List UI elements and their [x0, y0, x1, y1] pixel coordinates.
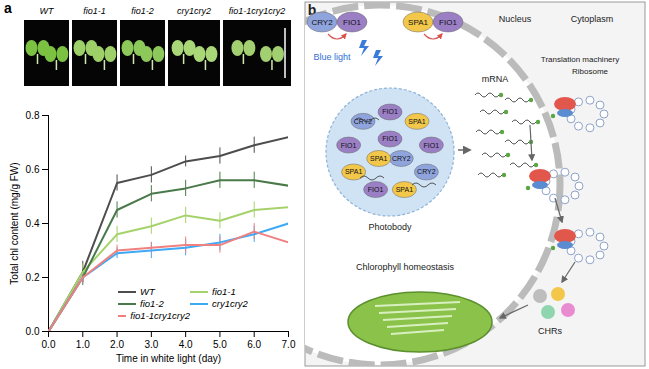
svg-text:CHRs: CHRs	[538, 326, 562, 336]
svg-text:SPA1: SPA1	[408, 18, 428, 27]
svg-text:CRY2: CRY2	[417, 168, 436, 175]
svg-text:6.0: 6.0	[247, 339, 261, 350]
svg-text:0.4: 0.4	[26, 218, 40, 229]
svg-text:SPA1: SPA1	[396, 186, 413, 193]
svg-text:Time in white light (day): Time in white light (day)	[116, 353, 221, 364]
svg-text:1.0: 1.0	[76, 339, 90, 350]
svg-text:7.0: 7.0	[282, 339, 296, 350]
svg-text:SPA1: SPA1	[370, 155, 387, 162]
html-text:fio1-1: fio1-1	[83, 6, 106, 16]
svg-text:Blue light: Blue light	[313, 52, 351, 62]
svg-text:0.6: 0.6	[26, 164, 40, 175]
svg-text:Ribosome: Ribosome	[572, 67, 609, 76]
svg-text:Photobody: Photobody	[368, 222, 412, 232]
svg-text:5.0: 5.0	[213, 339, 227, 350]
svg-text:FIO1: FIO1	[343, 18, 361, 27]
svg-text:Translation machinery: Translation machinery	[541, 55, 619, 64]
svg-text:Chlorophyll homeostasis: Chlorophyll homeostasis	[356, 262, 455, 272]
svg-text:Total chl content (mg/g FW): Total chl content (mg/g FW)	[9, 162, 20, 284]
svg-text:Nucleus: Nucleus	[499, 14, 532, 24]
svg-text:mRNA: mRNA	[482, 74, 509, 84]
html-text:fio1-2: fio1-2	[140, 298, 164, 309]
svg-text:FIO1: FIO1	[424, 142, 440, 149]
html-text:fio1-1: fio1-1	[212, 286, 236, 297]
html-text:fio1-1cry1cry2: fio1-1cry1cry2	[130, 310, 190, 321]
html-text:a: a	[4, 0, 12, 16]
svg-text:CRY2: CRY2	[392, 155, 411, 162]
svg-text:FIO1: FIO1	[368, 186, 384, 193]
svg-text:0.0: 0.0	[42, 339, 56, 350]
svg-text:b: b	[307, 2, 317, 18]
html-text:WT: WT	[140, 286, 155, 297]
html-text:WT: WT	[39, 6, 54, 16]
html-text:fio1-2: fio1-2	[131, 6, 154, 16]
svg-text:SPA1: SPA1	[408, 118, 425, 125]
svg-text:SPA1: SPA1	[345, 168, 362, 175]
svg-text:FIO1: FIO1	[382, 135, 398, 142]
svg-text:0.2: 0.2	[26, 272, 40, 283]
html-text:cry1cry2: cry1cry2	[177, 6, 211, 16]
svg-text:CRY2: CRY2	[311, 18, 333, 27]
svg-text:0.0: 0.0	[26, 326, 40, 337]
svg-text:4.0: 4.0	[179, 339, 193, 350]
svg-text:3.0: 3.0	[144, 339, 158, 350]
svg-text:2.0: 2.0	[110, 339, 124, 350]
svg-text:CRY2: CRY2	[353, 117, 373, 125]
html-text:fio1-1cry1cry2: fio1-1cry1cry2	[228, 6, 286, 16]
svg-text:FIO1: FIO1	[341, 142, 357, 149]
svg-text:Cytoplasm: Cytoplasm	[571, 14, 614, 24]
html-text:cry1cry2: cry1cry2	[212, 298, 248, 309]
svg-text:FIO1: FIO1	[382, 108, 398, 115]
svg-text:0.8: 0.8	[26, 110, 40, 121]
svg-text:FIO1: FIO1	[439, 18, 457, 27]
